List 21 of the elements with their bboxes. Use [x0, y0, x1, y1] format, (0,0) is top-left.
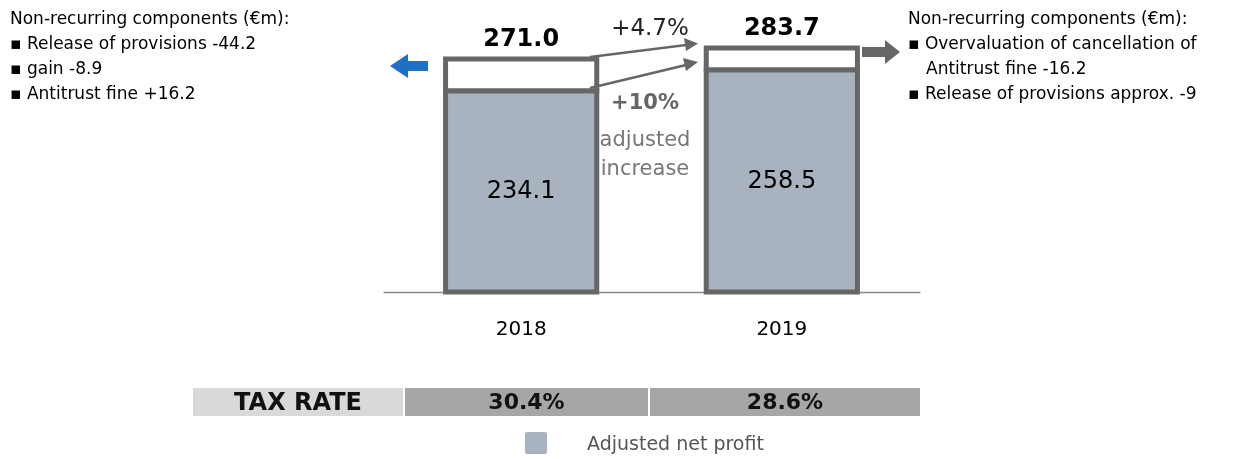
text: Non-recurring components (€m): — [908, 7, 1189, 30]
x-tick-label: 2019 — [756, 315, 808, 340]
text: 28.6% — [650, 388, 920, 416]
text: 30.4% — [405, 388, 648, 416]
text: ▪ Release of provisions -44.2 — [10, 32, 258, 55]
data-label: 234.1 — [486, 176, 556, 205]
annotation: ▪ Release of provisions approx. -9 — [908, 82, 1198, 105]
text: TAX RATE — [193, 388, 403, 416]
total-label: 271.0 — [483, 23, 560, 52]
data-label: 258.5 — [747, 165, 817, 194]
text: +4.7% — [610, 14, 690, 40]
x-tick-label: 2018 — [495, 315, 547, 340]
text: Adjusted net profit — [587, 432, 764, 454]
text: ▪ Antitrust fine +16.2 — [10, 82, 197, 105]
annotation: adjusted — [598, 127, 692, 151]
annotation: increase — [599, 156, 691, 180]
text: Non-recurring components (€m): — [10, 7, 291, 30]
annotation: +10% — [610, 90, 680, 114]
text: ▪ gain -8.9 — [10, 57, 104, 80]
total-label: 283.7 — [743, 13, 820, 41]
annotation: ▪ Overvaluation of cancellation of Antitrust fine -16.2 — [908, 32, 1198, 80]
